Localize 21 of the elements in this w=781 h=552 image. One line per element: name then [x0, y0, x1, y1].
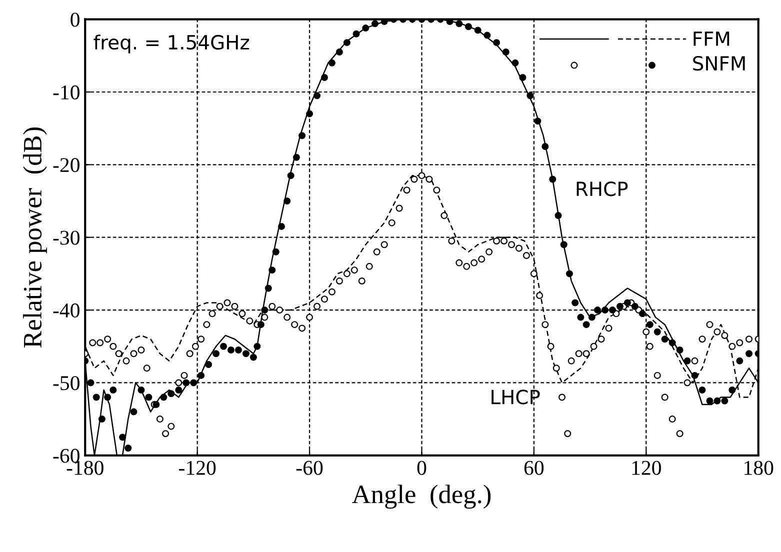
x-tick-label: 120: [632, 460, 661, 475]
y-tick-label: -30: [53, 230, 80, 245]
x-tick-label: -120: [179, 460, 216, 475]
legend-label: SNFM: [693, 56, 745, 71]
y-tick-label: -10: [53, 85, 80, 100]
annotation: freq. = 1.54GHz: [94, 34, 250, 54]
y-tick-label: -60: [53, 448, 80, 463]
x-axis-title: Angle (deg.): [352, 484, 491, 509]
annotation: RHCP: [576, 181, 628, 196]
x-tick-label: 60: [524, 460, 544, 475]
y-axis-title: Relative power (dB): [23, 128, 47, 348]
y-tick-label: -20: [53, 158, 80, 172]
y-tick-label: -40: [53, 303, 80, 318]
annotation: LHCP: [492, 390, 540, 404]
y-tick-label: 0: [70, 12, 80, 27]
x-tick-label: -180: [66, 460, 104, 475]
x-tick-label: -60: [296, 460, 323, 475]
x-tick-label: 0: [417, 460, 426, 475]
legend-label: FFM: [694, 32, 730, 46]
y-tick-label: -50: [53, 376, 80, 390]
x-tick-label: 180: [744, 460, 774, 475]
